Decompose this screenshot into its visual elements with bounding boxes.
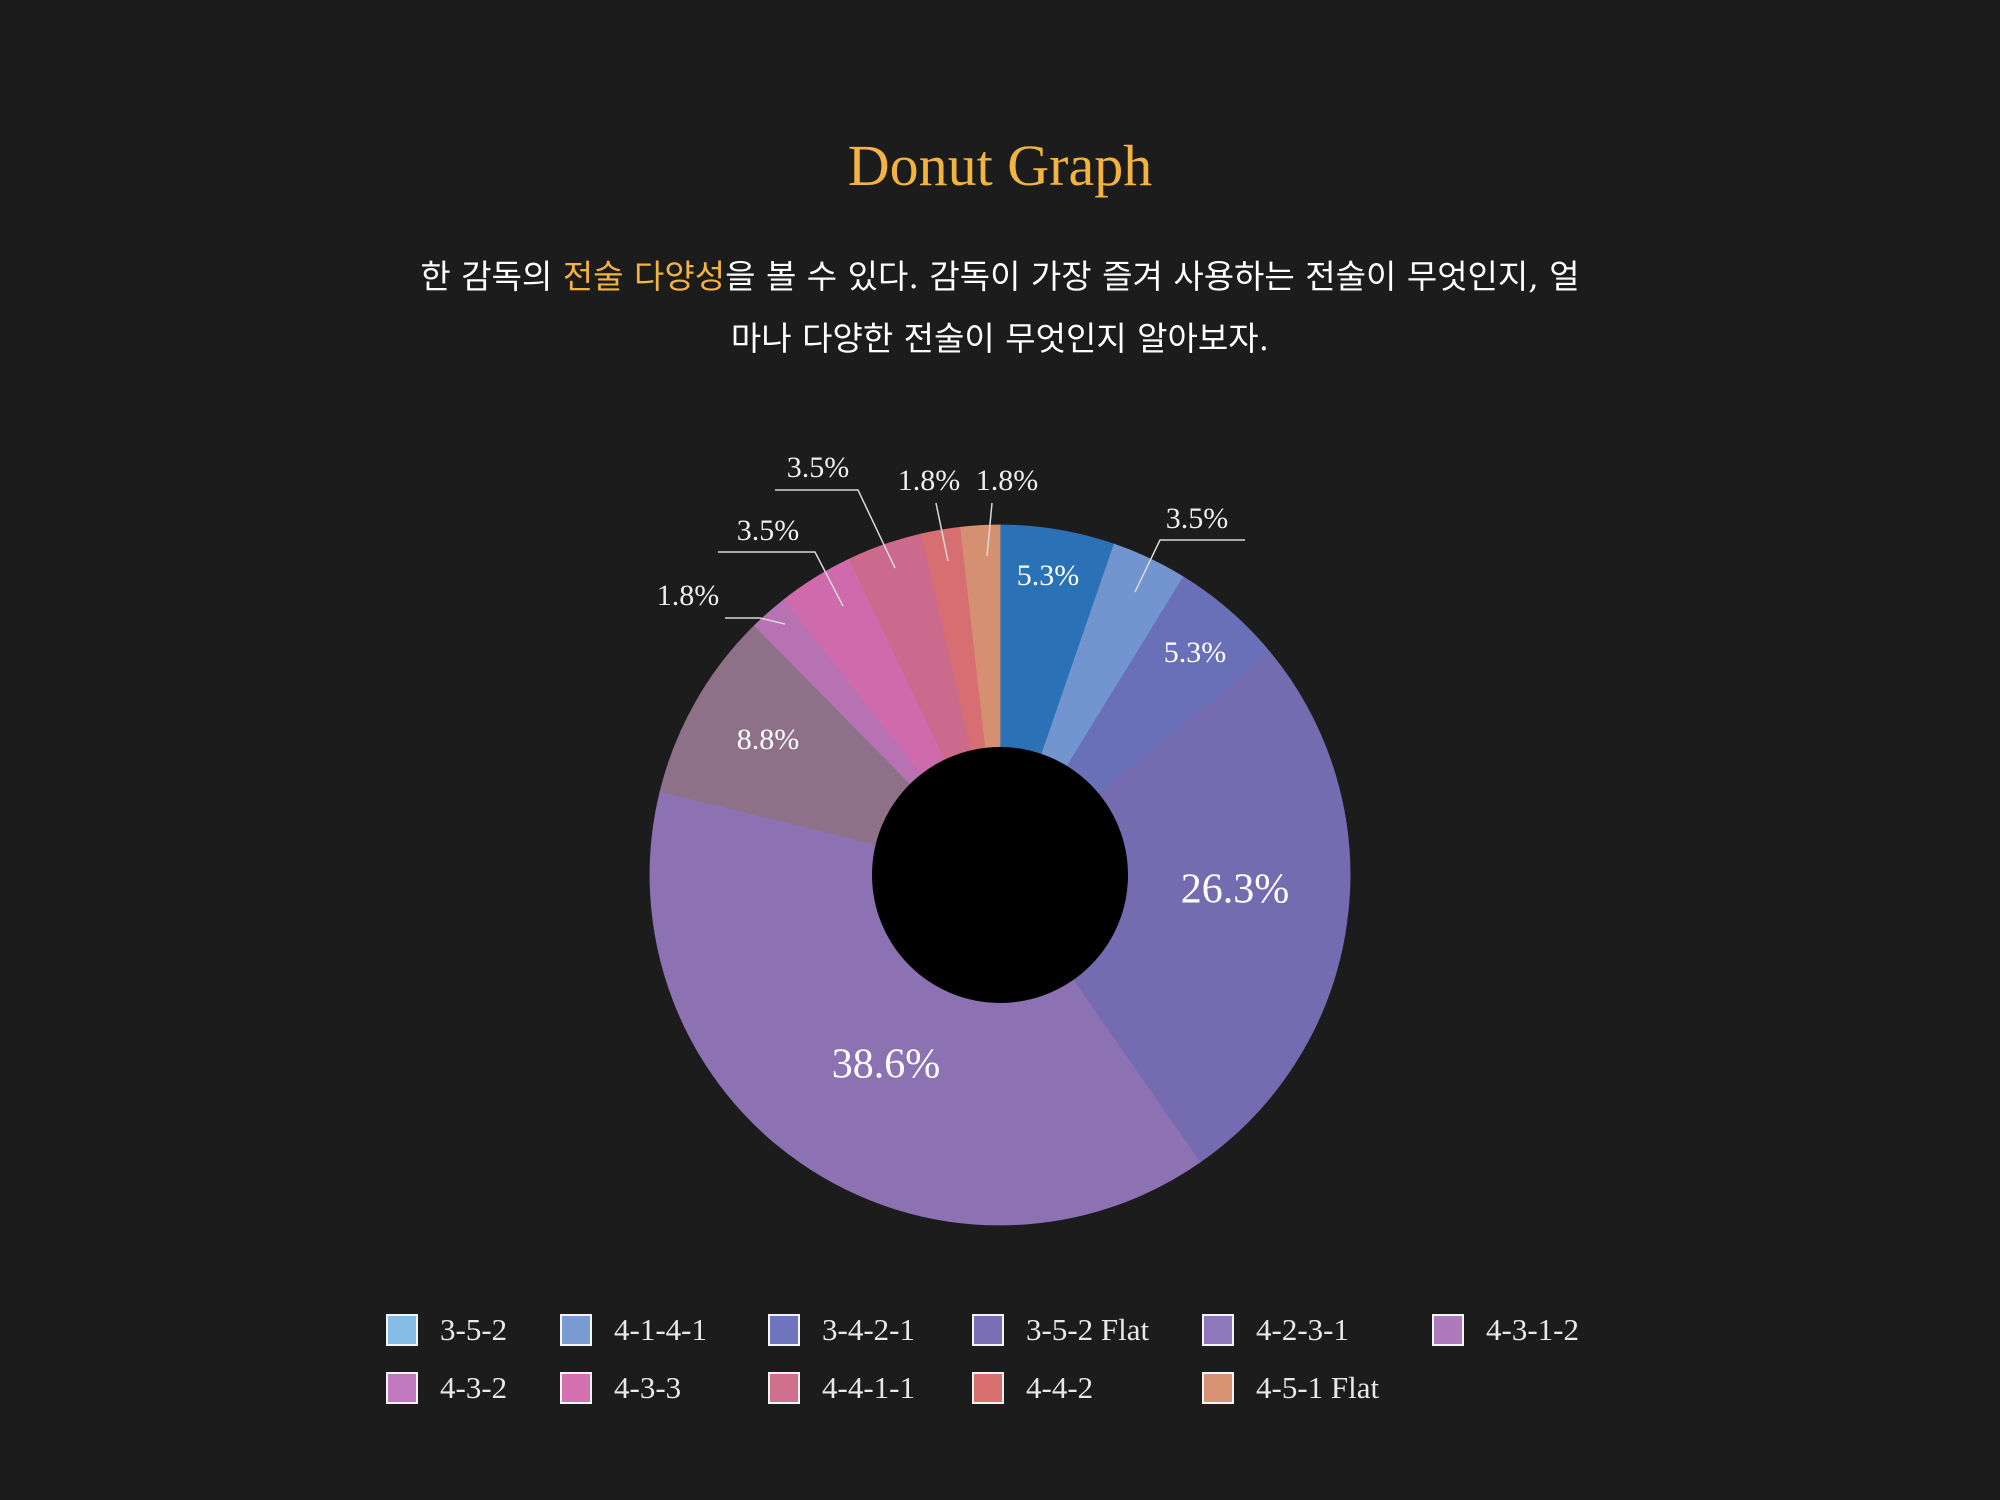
leader-line — [718, 551, 844, 607]
data-label: 26.3% — [1181, 867, 1290, 913]
chart-description: 한 감독의 전술 다양성을 볼 수 있다. 감독이 가장 즐겨 사용하는 전술이… — [360, 246, 1640, 370]
data-label: 1.8% — [657, 579, 720, 612]
data-label: 5.3% — [1017, 559, 1080, 592]
legend-label: 4-4-1-1 — [822, 1370, 915, 1405]
legend-swatch — [386, 1372, 418, 1404]
leader-line — [725, 617, 786, 625]
legend-label: 3-5-2 Flat — [1026, 1312, 1150, 1347]
description-text: 을 볼 수 있다. 감독이 가장 즐겨 사용하는 전술이 무엇인지, 얼 — [725, 257, 1580, 296]
leader-line — [1134, 539, 1245, 593]
data-label: 3.5% — [737, 514, 800, 547]
donut-hole — [872, 747, 1128, 1003]
legend-item-4-5-1-flat: 4-5-1 Flat — [1202, 1368, 1379, 1408]
data-label: 1.8% — [898, 464, 961, 497]
donut-slice-3-5-2-flat — [999, 652, 1351, 1163]
chart-title: Donut Graph — [847, 133, 1153, 198]
legend-item-4-4-2: 4-4-2 — [972, 1368, 1093, 1408]
leader-line — [775, 489, 896, 569]
legend-label: 4-4-2 — [1026, 1370, 1094, 1405]
legend-swatch — [768, 1372, 800, 1404]
description-highlight: 전술 다양성 — [562, 257, 726, 296]
legend-label: 4-2-3-1 — [1256, 1312, 1349, 1347]
legend-swatch — [768, 1314, 800, 1346]
legend-swatch — [560, 1372, 592, 1404]
legend-label: 3-4-2-1 — [822, 1312, 915, 1347]
legend-label: 4-3-3 — [614, 1370, 682, 1405]
legend-swatch — [1202, 1314, 1234, 1346]
legend-label: 4-5-1 Flat — [1256, 1370, 1380, 1405]
data-label: 38.6% — [832, 1042, 941, 1088]
description-line-2: 마나 다양한 전술이 무엇인지 알아보자. — [730, 319, 1270, 358]
legend-item-3-4-2-1: 3-4-2-1 — [768, 1310, 915, 1350]
legend-item-4-3-2: 4-3-2 — [386, 1368, 507, 1408]
legend-swatch — [386, 1314, 418, 1346]
legend-item-4-2-3-1: 4-2-3-1 — [1202, 1310, 1349, 1350]
legend-item-4-3-1-2: 4-3-1-2 — [1432, 1310, 1579, 1350]
legend-swatch — [560, 1314, 592, 1346]
legend-label: 4-3-1-2 — [1486, 1312, 1579, 1347]
legend-swatch — [1432, 1314, 1464, 1346]
donut-slice-4-2-3-1 — [649, 790, 1201, 1226]
legend-label: 4-1-4-1 — [614, 1312, 707, 1347]
donut-chart: 5.3% 3.5% 5.3% 26.3% 38.6% 8.8% 1.8% 3.5% 3.5% 1.… — [649, 451, 1351, 1226]
legend-swatch — [972, 1372, 1004, 1404]
data-label: 1.8% — [976, 464, 1039, 497]
description-text: 한 감독의 — [420, 257, 563, 296]
data-label: 3.5% — [787, 451, 850, 484]
legend-label: 3-5-2 — [440, 1312, 508, 1347]
legend-swatch — [1202, 1372, 1234, 1404]
legend-item-4-1-4-1: 4-1-4-1 — [560, 1310, 707, 1350]
data-label: 3.5% — [1166, 502, 1229, 535]
legend-item-4-3-3: 4-3-3 — [560, 1368, 681, 1408]
leader-line — [935, 502, 949, 562]
legend-label: 4-3-2 — [440, 1370, 508, 1405]
data-label: 5.3% — [1164, 636, 1227, 669]
data-label: 8.8% — [737, 723, 800, 756]
legend-item-3-5-2: 3-5-2 — [386, 1310, 507, 1350]
leader-line — [986, 502, 993, 557]
legend-item-4-4-1-1: 4-4-1-1 — [768, 1368, 915, 1408]
legend-item-3-5-2-flat: 3-5-2 Flat — [972, 1310, 1149, 1350]
legend-swatch — [972, 1314, 1004, 1346]
description-line-1: 한 감독의 전술 다양성을 볼 수 있다. 감독이 가장 즐겨 사용하는 전술이… — [360, 246, 1640, 308]
